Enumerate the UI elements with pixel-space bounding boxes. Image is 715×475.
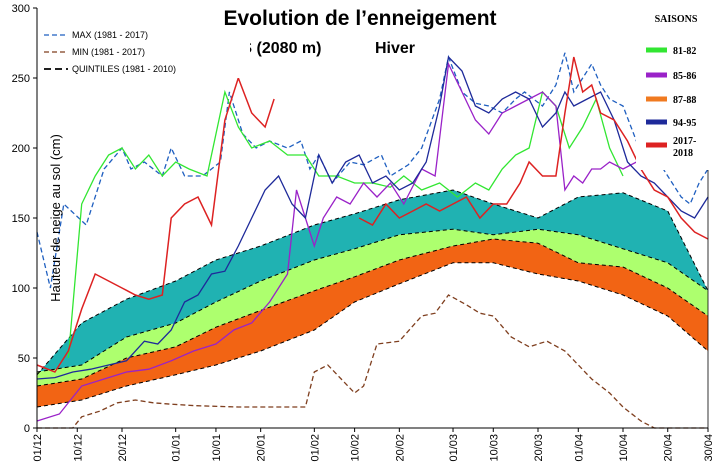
- legend-label-quintiles: QUINTILES (1981 - 2010): [72, 64, 176, 74]
- y-tick-label: 150: [12, 213, 30, 225]
- y-tick-label: 300: [12, 3, 30, 15]
- season-label-1: 81-82: [673, 46, 696, 57]
- y-tick-label: 50: [18, 353, 30, 365]
- line-legend: MAX (1981 - 2017) MIN (1981 - 2017) QUIN…: [39, 27, 250, 78]
- series-81-82: [67, 89, 624, 359]
- x-tick-label: 01/01: [171, 434, 183, 462]
- x-tick-label: 20/02: [394, 434, 406, 462]
- x-tick-label: 10/01: [211, 434, 223, 462]
- season-legend: SAISONS 81-82 85-86 87-88 94-95 2017-2018: [636, 8, 714, 170]
- x-tick-label: 20/12: [117, 434, 129, 462]
- x-tick-label: 20/03: [533, 434, 545, 462]
- quintile-lines: [36, 189, 709, 408]
- x-tick-label: 30/04: [703, 434, 715, 462]
- quintile-bands: [37, 190, 708, 407]
- season-label-4: 94-95: [673, 118, 696, 129]
- season-label-5: 2017-2018: [673, 136, 696, 159]
- season-label-3: 87-88: [673, 95, 696, 106]
- band-q3-q4: [37, 229, 708, 386]
- legend-label-max: MAX (1981 - 2017): [72, 30, 148, 40]
- x-tick-label: 01/02: [309, 434, 321, 462]
- y-tick-label: 200: [12, 143, 30, 155]
- season-label-2: 85-86: [673, 71, 696, 82]
- series-2017-2018-part2: [358, 56, 709, 240]
- y-axis-label: Hauteur de neige au sol (cm): [48, 134, 63, 302]
- x-tick-label: 10/03: [488, 434, 500, 462]
- y-tick-label: 250: [12, 73, 30, 85]
- x-tick-label: 10/12: [72, 434, 84, 462]
- x-tick-label: 01/12: [32, 434, 44, 462]
- series-85-86: [36, 61, 651, 422]
- season-legend-title: SAISONS: [655, 14, 698, 25]
- legend-label-min: MIN (1981 - 2017): [72, 47, 145, 57]
- chart-subtitle-season: Hiver: [375, 40, 415, 57]
- y-tick-label: 100: [12, 283, 30, 295]
- y-tick-label: 0: [24, 423, 30, 435]
- x-tick-label: 20/01: [256, 434, 268, 462]
- quintile-line-2: [36, 238, 709, 387]
- x-tick-label: 01/04: [573, 434, 585, 462]
- quintile-line-4: [36, 189, 709, 376]
- x-tick-label: 20/04: [663, 434, 675, 462]
- chart-title: Evolution de l’enneigement: [223, 7, 496, 30]
- series-max-1981-2017: [36, 52, 709, 289]
- series-min-1981-2017: [37, 294, 708, 429]
- axes: 0 50 100 150 200 250 300 01/12 10/12 20/12 01/01 10…: [12, 3, 715, 462]
- line-legend-box: [39, 27, 250, 78]
- x-tick-label: 01/03: [448, 434, 460, 462]
- x-tick-label: 10/04: [618, 434, 630, 462]
- x-tick-label: 10/02: [350, 434, 362, 462]
- band-q2-q3: [37, 239, 708, 407]
- band-q4-q5: [37, 190, 708, 375]
- series-94-95: [36, 55, 709, 380]
- quintile-line-3: [36, 228, 709, 373]
